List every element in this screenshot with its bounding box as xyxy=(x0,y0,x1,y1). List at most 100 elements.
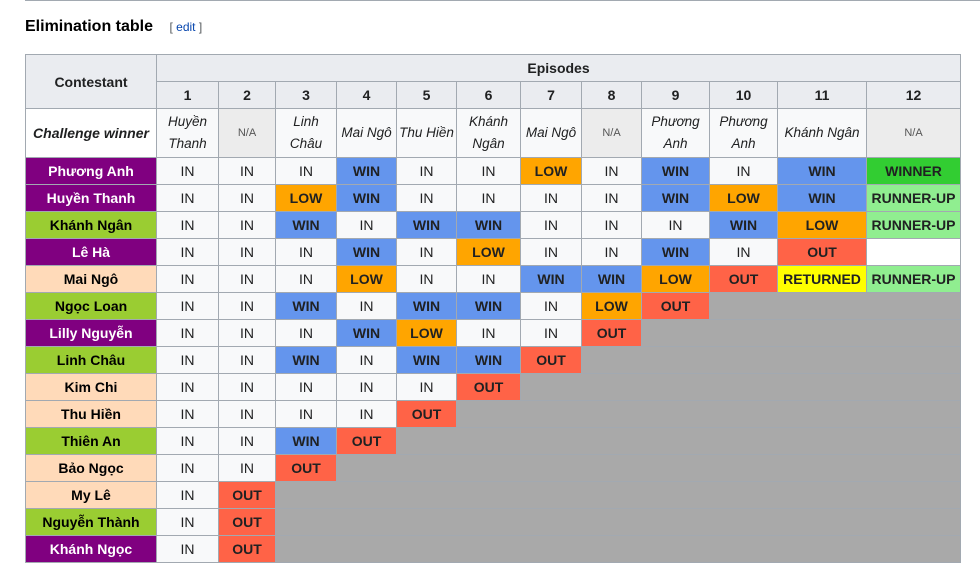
result-cell: IN xyxy=(218,346,276,374)
result-cell: IN xyxy=(581,157,642,185)
challenge-winner-cell: Mai Ngô xyxy=(336,108,397,158)
result-cell: OUT xyxy=(218,535,276,563)
result-cell: OUT xyxy=(218,508,276,536)
result-cell: WIN xyxy=(275,292,337,320)
result-cell: WIN xyxy=(275,346,337,374)
contestant-name: Lilly Nguyễn xyxy=(25,319,157,347)
result-cell: OUT xyxy=(456,373,521,401)
result-cell: IN xyxy=(156,238,219,266)
contestant-row: Mai Ngô IN IN IN LOW IN IN WIN WIN LOW OUT RETURNED… xyxy=(25,265,961,293)
result-cell: IN xyxy=(520,184,582,212)
contestant-name: My Lê xyxy=(25,481,157,509)
contestant-row: Thiên An IN IN WIN OUT xyxy=(25,427,961,455)
result-cell: IN xyxy=(581,184,642,212)
result-cell: LOW xyxy=(777,211,867,239)
result-cell: LOW xyxy=(520,157,582,185)
contestant-row: Kim Chi IN IN IN IN IN OUT xyxy=(25,373,961,401)
result-cell: IN xyxy=(218,319,276,347)
result-cell: WIN xyxy=(777,184,867,212)
result-cell: IN xyxy=(218,157,276,185)
result-cell: WIN xyxy=(336,238,397,266)
result-cell: IN xyxy=(156,265,219,293)
result-cell: IN xyxy=(581,211,642,239)
challenge-winner-cell: N/A xyxy=(218,108,276,158)
result-cell: IN xyxy=(396,265,457,293)
result-cell: LOW xyxy=(456,238,521,266)
result-cell: IN xyxy=(275,238,337,266)
challenge-winner-cell: Linh Châu xyxy=(275,108,337,158)
result-cell: IN xyxy=(156,427,219,455)
contestant-row: Lê Hà IN IN IN WIN IN LOW IN IN WIN IN OUT xyxy=(25,238,961,266)
contestant-row: My Lê IN OUT xyxy=(25,481,961,509)
contestant-header: Contestant xyxy=(25,54,157,109)
result-cell: WIN xyxy=(336,157,397,185)
result-cell: IN xyxy=(156,454,219,482)
result-cell: IN xyxy=(581,238,642,266)
result-cell: OUT xyxy=(581,319,642,347)
eliminated-filler xyxy=(275,535,961,563)
result-cell: LOW xyxy=(336,265,397,293)
eliminated-filler xyxy=(520,373,961,401)
challenge-winner-row: Challenge winner Huyền Thanh N/A Linh Châu… xyxy=(25,108,961,158)
result-cell: WIN xyxy=(456,346,521,374)
episode-number: 7 xyxy=(520,81,582,109)
result-cell: WIN xyxy=(336,319,397,347)
result-cell: IN xyxy=(336,346,397,374)
contestant-name: Khánh Ngân xyxy=(25,211,157,239)
contestant-name: Kim Chi xyxy=(25,373,157,401)
result-cell: RUNNER-UP xyxy=(866,184,961,212)
eliminated-filler xyxy=(275,508,961,536)
result-cell: IN xyxy=(275,400,337,428)
result-cell: LOW xyxy=(709,184,778,212)
result-cell: OUT xyxy=(709,265,778,293)
result-cell: WIN xyxy=(275,211,337,239)
result-cell: IN xyxy=(218,211,276,239)
challenge-winner-cell: Mai Ngô xyxy=(520,108,582,158)
edit-link[interactable]: edit xyxy=(176,20,196,34)
result-cell: WIN xyxy=(641,184,710,212)
challenge-winner-cell: Khánh Ngân xyxy=(777,108,867,158)
result-cell: OUT xyxy=(520,346,582,374)
result-cell: IN xyxy=(156,508,219,536)
episode-number: 4 xyxy=(336,81,397,109)
edit-section: [ edit ] xyxy=(169,20,203,34)
episode-number: 3 xyxy=(275,81,337,109)
result-cell: IN xyxy=(396,157,457,185)
eliminated-filler xyxy=(396,427,961,455)
eliminated-filler xyxy=(581,346,961,374)
section-title: Elimination table xyxy=(25,18,154,35)
result-cell: IN xyxy=(520,238,582,266)
result-cell: OUT xyxy=(336,427,397,455)
challenge-winner-cell: Huyền Thanh xyxy=(156,108,219,158)
eliminated-filler xyxy=(641,319,961,347)
result-cell: IN xyxy=(156,346,219,374)
result-cell: IN xyxy=(156,373,219,401)
contestant-row: Phương Anh IN IN IN WIN IN IN LOW IN WIN IN WIN WINN… xyxy=(25,157,961,185)
result-cell: WIN xyxy=(456,292,521,320)
result-cell: IN xyxy=(396,184,457,212)
contestant-name: Bảo Ngọc xyxy=(25,454,157,482)
result-cell: WIN xyxy=(641,157,710,185)
eliminated-filler xyxy=(275,481,961,509)
result-cell: IN xyxy=(275,157,337,185)
eliminated-filler xyxy=(456,400,961,428)
contestant-name: Thu Hiền xyxy=(25,400,157,428)
contestant-name: Huyền Thanh xyxy=(25,184,157,212)
result-cell: WIN xyxy=(641,238,710,266)
result-cell: IN xyxy=(336,292,397,320)
section-heading: Elimination table [ edit ] xyxy=(25,16,202,38)
contestant-name: Khánh Ngọc xyxy=(25,535,157,563)
result-cell: LOW xyxy=(581,292,642,320)
result-cell: IN xyxy=(156,535,219,563)
result-cell: OUT xyxy=(396,400,457,428)
episode-number: 12 xyxy=(866,81,961,109)
result-cell: OUT xyxy=(641,292,710,320)
result-cell: IN xyxy=(520,211,582,239)
contestant-row: Bảo Ngọc IN IN OUT xyxy=(25,454,961,482)
result-cell: IN xyxy=(156,400,219,428)
result-cell: LOW xyxy=(275,184,337,212)
episode-number: 6 xyxy=(456,81,521,109)
result-cell: IN xyxy=(275,319,337,347)
result-cell: WIN xyxy=(520,265,582,293)
result-cell: IN xyxy=(709,238,778,266)
